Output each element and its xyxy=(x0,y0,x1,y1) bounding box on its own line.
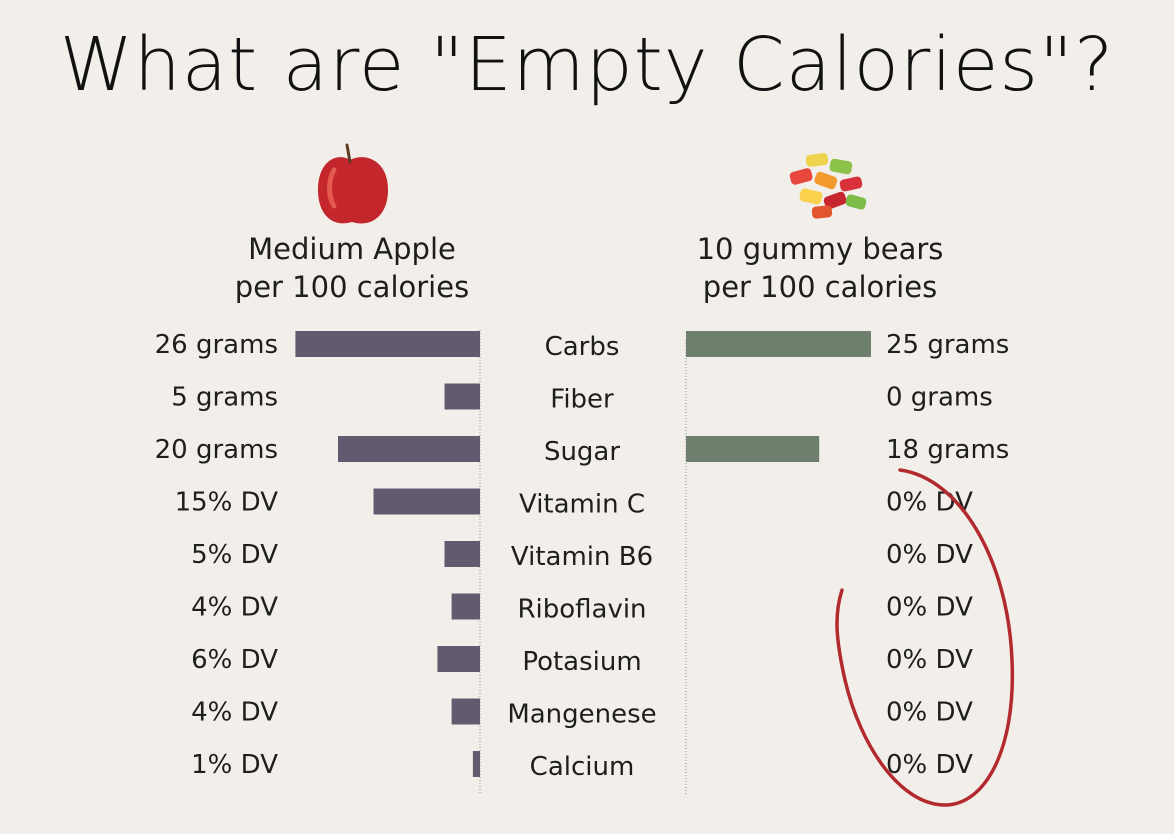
apple-icon xyxy=(318,143,388,224)
category-label-potasium: Potasium xyxy=(522,647,641,677)
left-item-basis: per 100 calories xyxy=(234,270,470,304)
category-label-mangenese: Mangenese xyxy=(507,700,656,730)
left-bar-mangenese xyxy=(451,698,480,725)
category-label-riboflavin: Riboflavin xyxy=(517,595,646,625)
category-label-vitamin-b6: Vitamin B6 xyxy=(511,542,653,572)
left-bar-sugar xyxy=(338,436,480,462)
category-label-carbs: Carbs xyxy=(545,332,620,362)
left-value-label-potasium: 6% DV xyxy=(191,645,278,675)
left-value-label-mangenese: 4% DV xyxy=(191,698,278,728)
left-value-label-sugar: 20 grams xyxy=(155,435,278,465)
left-value-label-riboflavin: 4% DV xyxy=(191,593,278,623)
left-item-name: Medium Apple xyxy=(248,232,456,266)
left-column-header: Medium Apple per 100 calories xyxy=(172,230,532,306)
chart-title: What are "Empty Calories"? xyxy=(59,22,1115,108)
right-item-name: 10 gummy bears xyxy=(696,232,944,266)
category-label-vitamin-c: Vitamin C xyxy=(519,490,645,520)
right-value-label-vitamin-b6: 0% DV xyxy=(886,540,973,570)
left-value-label-calcium: 1% DV xyxy=(191,750,278,780)
category-label-fiber: Fiber xyxy=(550,385,614,415)
left-series-bars xyxy=(295,331,480,777)
right-value-label-riboflavin: 0% DV xyxy=(886,593,973,623)
left-bar-riboflavin xyxy=(451,593,480,620)
left-bar-carbs xyxy=(295,331,480,357)
gummy-bears-icon xyxy=(789,153,867,219)
right-value-label-sugar: 18 grams xyxy=(886,435,1009,465)
left-value-label-carbs: 26 grams xyxy=(155,330,278,360)
right-value-label-potasium: 0% DV xyxy=(886,645,973,675)
left-value-label-vitamin-c: 15% DV xyxy=(175,488,279,518)
left-bar-vitamin-b6 xyxy=(444,541,480,567)
category-label-calcium: Calcium xyxy=(530,752,635,782)
category-labels: Carbs Fiber Sugar Vitamin C Vitamin B6 Ribofl… xyxy=(507,332,656,782)
right-item-basis: per 100 calories xyxy=(702,270,938,304)
category-label-sugar: Sugar xyxy=(544,437,620,467)
left-bar-vitamin-c xyxy=(373,488,480,515)
right-bar-carbs xyxy=(686,331,871,357)
left-bar-fiber xyxy=(444,383,480,410)
right-value-label-vitamin-c: 0% DV xyxy=(886,488,973,518)
right-value-label-mangenese: 0% DV xyxy=(886,698,973,728)
right-bar-sugar xyxy=(686,436,820,462)
right-series-bars xyxy=(686,331,871,462)
left-bar-calcium xyxy=(472,751,480,777)
left-bar-potasium xyxy=(437,646,480,672)
left-value-label-fiber: 5 grams xyxy=(171,383,278,413)
left-value-label-vitamin-b6: 5% DV xyxy=(191,540,278,570)
left-value-labels: 26 grams 5 grams 20 grams 15% DV 5% DV 4% DV 6… xyxy=(155,330,279,780)
right-value-label-calcium: 0% DV xyxy=(886,750,973,780)
right-value-label-carbs: 25 grams xyxy=(886,330,1009,360)
right-value-label-fiber: 0 grams xyxy=(886,383,993,413)
right-column-header: 10 gummy bears per 100 calories xyxy=(640,230,1000,306)
zero-values-circle xyxy=(835,468,1015,807)
